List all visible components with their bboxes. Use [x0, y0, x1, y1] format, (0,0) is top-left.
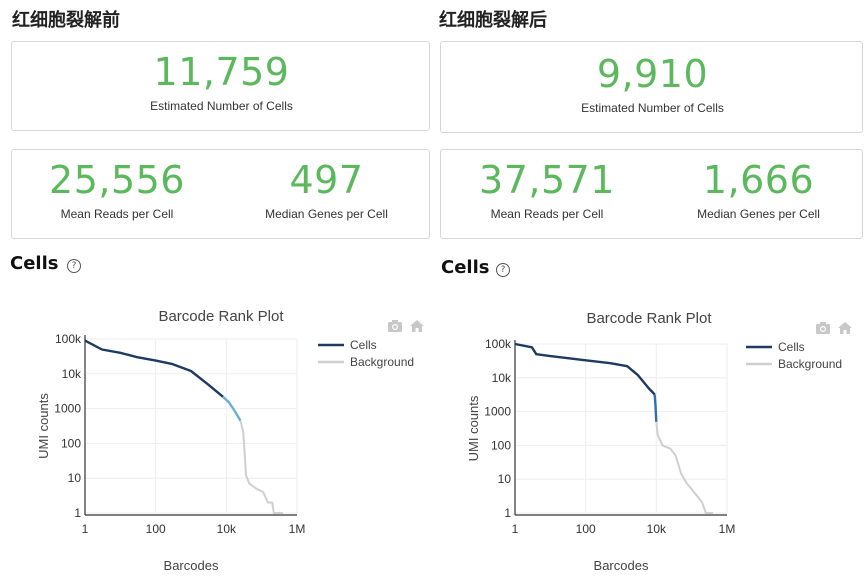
reads-genes-card: 37,571 Mean Reads per Cell 1,666 Median … — [440, 149, 863, 239]
panel-before-lysis: 红细胞裂解前 11,759 Estimated Number of Cells … — [0, 0, 432, 587]
x-tick-label: 1M — [289, 522, 306, 536]
legend-label: Cells — [778, 340, 805, 354]
home-icon[interactable] — [838, 322, 852, 334]
y-tick-label: 10k — [62, 367, 82, 381]
cells-section-heading: Cells — [441, 257, 490, 278]
panel-title: 红细胞裂解前 — [12, 10, 120, 31]
estimated-cells-card: 9,910 Estimated Number of Cells — [440, 41, 863, 133]
cells-section-heading: Cells — [10, 253, 59, 274]
y-tick-label: 100 — [61, 436, 81, 450]
mean-reads-value: 37,571 — [479, 158, 615, 202]
y-axis-label: UMI counts — [466, 395, 481, 461]
x-tick-label: 100 — [576, 522, 596, 536]
barcode-rank-plot: Barcode Rank Plot 1 10 100 1000 10k 100k 1 100 10… — [466, 310, 852, 573]
legend-label: Background — [778, 357, 842, 371]
median-genes-label: Median Genes per Cell — [697, 207, 820, 221]
estimated-cells-value: 11,759 — [153, 50, 290, 94]
y-tick-label: 10k — [492, 371, 512, 385]
y-tick-label: 10 — [68, 471, 82, 485]
estimated-cells-value: 9,910 — [596, 52, 709, 96]
y-tick-label: 1000 — [484, 405, 511, 419]
x-tick-label: 1 — [512, 522, 519, 536]
x-axis-label: Barcodes — [594, 558, 649, 573]
y-tick-label: 100k — [485, 337, 512, 351]
y-tick-label: 1 — [74, 506, 81, 520]
y-tick-label: 100k — [55, 332, 82, 346]
barcode-rank-plot: Barcode Rank Plot 1 10 100 1000 10k 100k 1 100 10… — [36, 308, 424, 573]
x-axis-label: Barcodes — [164, 558, 219, 573]
y-axis-label: UMI counts — [36, 393, 51, 459]
panel-title: 红细胞裂解后 — [439, 10, 547, 31]
x-tick-label: 10k — [647, 522, 667, 536]
y-tick-label: 100 — [491, 438, 511, 452]
legend-label: Background — [350, 355, 414, 369]
series-line-background — [239, 420, 283, 514]
median-genes-label: Median Genes per Cell — [265, 207, 388, 221]
camera-icon[interactable] — [388, 320, 402, 332]
mean-reads-label: Mean Reads per Cell — [60, 207, 174, 221]
x-tick-label: 1M — [719, 522, 736, 536]
mean-reads-label: Mean Reads per Cell — [490, 207, 604, 221]
y-tick-label: 1 — [504, 506, 511, 520]
camera-icon[interactable] — [816, 322, 830, 334]
help-icon[interactable]: ? — [67, 259, 81, 273]
median-genes-value: 497 — [289, 158, 364, 202]
series-line-transition — [222, 395, 242, 422]
y-tick-label: 1000 — [54, 402, 81, 416]
chart-title: Barcode Rank Plot — [158, 308, 284, 325]
estimated-cells-label: Estimated Number of Cells — [581, 101, 724, 115]
chart-title: Barcode Rank Plot — [586, 310, 712, 327]
panel-after-lysis: 红细胞裂解后 9,910 Estimated Number of Cells 3… — [430, 0, 863, 587]
y-tick-label: 10 — [498, 472, 512, 486]
home-icon[interactable] — [410, 320, 424, 332]
x-tick-label: 100 — [146, 522, 166, 536]
series-line-background — [655, 421, 713, 514]
reads-genes-card: 25,556 Mean Reads per Cell 497 Median Ge… — [11, 149, 430, 239]
estimated-cells-label: Estimated Number of Cells — [150, 99, 293, 113]
series-line-cells — [514, 342, 656, 396]
help-icon[interactable]: ? — [496, 263, 510, 277]
legend-label: Cells — [350, 338, 377, 352]
series-line-cells — [84, 339, 224, 398]
series-line-transition — [653, 394, 658, 422]
x-tick-label: 10k — [217, 522, 237, 536]
estimated-cells-card: 11,759 Estimated Number of Cells — [11, 41, 430, 131]
median-genes-value: 1,666 — [702, 158, 815, 202]
mean-reads-value: 25,556 — [49, 158, 185, 202]
x-tick-label: 1 — [82, 522, 89, 536]
